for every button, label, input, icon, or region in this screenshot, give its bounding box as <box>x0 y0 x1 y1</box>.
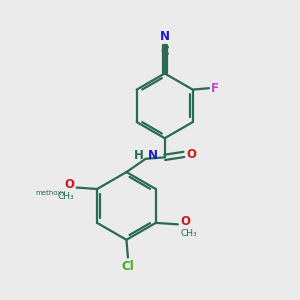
Text: N: N <box>148 149 158 162</box>
Text: O: O <box>64 178 74 191</box>
Text: CH₃: CH₃ <box>180 229 197 238</box>
Text: O: O <box>180 215 190 228</box>
Text: Cl: Cl <box>122 260 134 273</box>
Text: H: H <box>134 149 144 162</box>
Text: O: O <box>186 148 196 161</box>
Text: methoxy: methoxy <box>36 190 66 196</box>
Text: C: C <box>160 45 169 58</box>
Text: F: F <box>211 82 219 95</box>
Text: N: N <box>160 30 170 43</box>
Text: CH₃: CH₃ <box>58 192 74 201</box>
